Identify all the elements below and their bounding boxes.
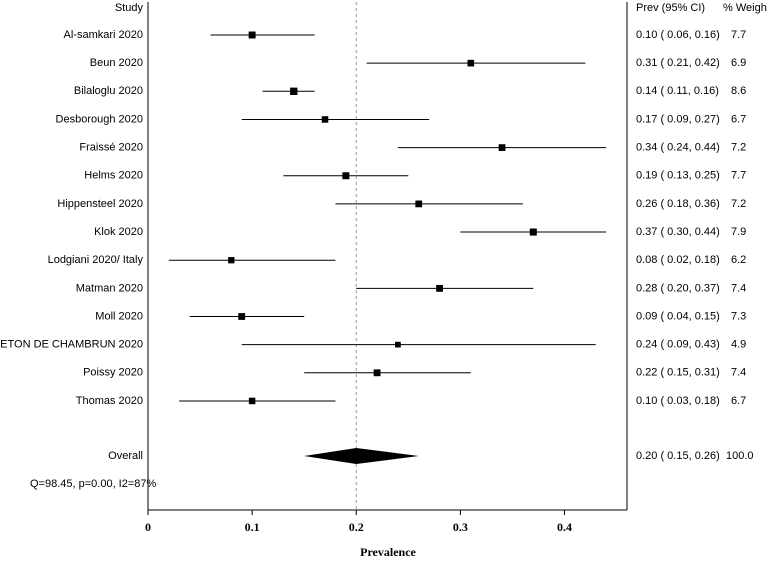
study-header: Study [115, 2, 144, 14]
point-estimate [248, 397, 256, 405]
point-estimate [342, 172, 350, 180]
value-label: 0.09 ( 0.04, 0.15) [636, 310, 720, 322]
study-label: Lodgiani 2020/ Italy [48, 254, 144, 266]
weight-label: 7.7 [731, 170, 746, 182]
point-estimate [436, 284, 443, 292]
weight-header: % Weight [723, 2, 767, 14]
study-label: Desborough 2020 [56, 113, 143, 125]
weight-label: 7.9 [731, 226, 746, 238]
study-label: Al-samkari 2020 [64, 29, 143, 41]
study-label: Poissy 2020 [83, 367, 143, 379]
point-estimate [498, 144, 506, 151]
weight-label: 7.2 [731, 198, 746, 210]
value-label: 0.17 ( 0.09, 0.27) [636, 113, 720, 125]
value-header: Prev (95% CI) [636, 2, 705, 14]
overall-weight-label: 100.0 [726, 450, 754, 462]
x-tick-label: 0.4 [557, 520, 572, 534]
study-label: Moll 2020 [95, 310, 143, 322]
value-label: 0.37 ( 0.30, 0.44) [636, 226, 720, 238]
study-label: Helms 2020 [84, 170, 143, 182]
value-label: 0.10 ( 0.06, 0.16) [636, 29, 720, 41]
weight-label: 6.7 [731, 113, 746, 125]
x-tick-label: 0.2 [349, 520, 364, 534]
study-label: PINETON DE CHAMBRUN 2020 [0, 339, 143, 351]
value-label: 0.19 ( 0.13, 0.25) [636, 170, 720, 182]
overall-value-label: 0.20 ( 0.15, 0.26) [636, 450, 720, 462]
weight-label: 6.9 [731, 57, 746, 69]
weight-label: 6.2 [731, 254, 746, 266]
point-estimate [395, 341, 401, 348]
point-estimate [248, 31, 256, 39]
weight-label: 7.4 [731, 282, 746, 294]
point-estimate [415, 200, 423, 208]
x-tick-label: 0.1 [245, 520, 260, 534]
x-axis-label: Prevalence [360, 545, 416, 559]
value-label: 0.14 ( 0.11, 0.16) [636, 85, 719, 97]
weight-label: 7.4 [731, 367, 746, 379]
value-label: 0.34 ( 0.24, 0.44) [636, 142, 720, 154]
overall-diamond [304, 448, 419, 464]
study-label: Klok 2020 [94, 226, 143, 238]
point-estimate [228, 257, 235, 264]
value-label: 0.24 ( 0.09, 0.43) [636, 339, 720, 351]
x-tick-label: 0 [145, 520, 151, 534]
weight-label: 8.6 [731, 85, 746, 97]
value-label: 0.22 ( 0.15, 0.31) [636, 367, 720, 379]
study-label: Fraissé 2020 [79, 142, 143, 154]
point-estimate [321, 116, 329, 123]
point-estimate [290, 87, 298, 95]
weight-label: 6.7 [731, 395, 746, 407]
study-label: Beun 2020 [90, 57, 143, 69]
x-tick-label: 0.3 [453, 520, 468, 534]
point-estimate [467, 59, 475, 67]
value-label: 0.10 ( 0.03, 0.18) [636, 395, 720, 407]
point-estimate [529, 228, 537, 236]
point-estimate [373, 369, 381, 377]
study-label: Thomas 2020 [76, 395, 143, 407]
study-label: Matman 2020 [76, 282, 143, 294]
value-label: 0.08 ( 0.02, 0.18) [636, 254, 720, 266]
heterogeneity: Q=98.45, p=0.00, I2=87% [30, 478, 157, 490]
study-label: Hippensteel 2020 [57, 198, 143, 210]
value-label: 0.31 ( 0.21, 0.42) [636, 57, 720, 69]
weight-label: 7.7 [731, 29, 746, 41]
weight-label: 7.2 [731, 142, 746, 154]
value-label: 0.26 ( 0.18, 0.36) [636, 198, 720, 210]
point-estimate [238, 313, 246, 320]
value-label: 0.28 ( 0.20, 0.37) [636, 282, 720, 294]
weight-label: 7.3 [731, 310, 746, 322]
study-label: Bilaloglu 2020 [74, 85, 143, 97]
overall-label: Overall [108, 450, 143, 462]
weight-label: 4.9 [731, 339, 746, 351]
